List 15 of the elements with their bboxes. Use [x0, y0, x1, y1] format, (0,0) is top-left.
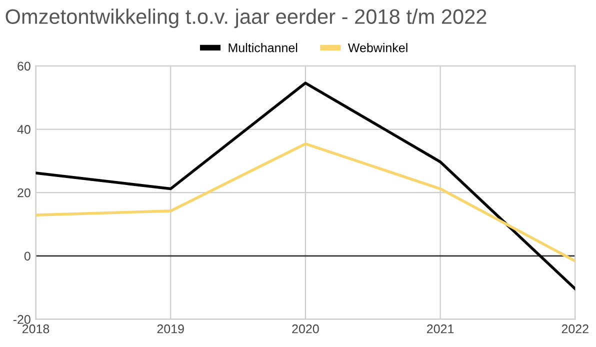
y-tick-label: -20 — [13, 315, 30, 324]
x-tick-label: 2019 — [157, 324, 184, 334]
y-tick-label: 60 — [18, 62, 30, 71]
line-series — [36, 82, 576, 290]
chart-title: Omzetontwikkeling t.o.v. jaar eerder - 2018 t/m 2022 — [6, 8, 486, 28]
x-tick-label: 2018 — [22, 324, 50, 334]
legend-label: Webwinkel — [348, 43, 408, 52]
y-tick-label: 0 — [24, 252, 30, 261]
y-tick-label: 20 — [18, 188, 30, 198]
x-tick-label: 2022 — [562, 324, 588, 334]
x-tick-label: 2020 — [292, 324, 319, 334]
legend-label: Multichannel — [228, 43, 298, 52]
x-tick-label: 2021 — [427, 324, 454, 334]
line-series — [36, 142, 576, 262]
y-tick-label: 40 — [17, 125, 30, 134]
